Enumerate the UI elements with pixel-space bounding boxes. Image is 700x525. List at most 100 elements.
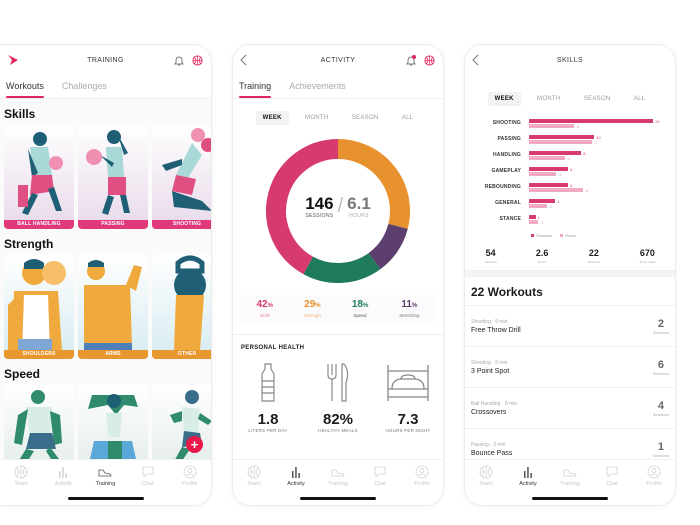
bar-chart-icon (524, 467, 532, 478)
period-month[interactable]: MONTH (537, 96, 561, 102)
bar-value: .4 (566, 155, 571, 161)
health-label: LITERS PER DAY (248, 428, 288, 433)
donut-segment-skills[interactable] (266, 139, 339, 275)
breakdown-skills[interactable]: 42% Skills (256, 299, 272, 318)
breakdown-stretching[interactable]: 11% Stretching (399, 299, 419, 318)
workout-meta: Shooting · 9 min (471, 359, 508, 366)
period-all[interactable]: ALL (401, 115, 414, 121)
app-logo-icon[interactable] (7, 53, 19, 71)
tab-workouts[interactable]: Workouts (6, 75, 44, 98)
tabbar-training[interactable]: Training (320, 465, 356, 505)
workout-item[interactable]: Passing · 3 min Bounce Pass 1 Sessions (465, 428, 675, 459)
hours-bar[interactable] (529, 220, 538, 224)
tabbar-chat[interactable]: Chat (594, 465, 630, 505)
card-speed-2[interactable] (78, 385, 148, 459)
hours-bar[interactable] (529, 140, 592, 144)
personal-health: 1.8 LITERS PER DAY 82% HEALTHY MEALS 7.3… (233, 357, 443, 433)
sessions-bar[interactable] (529, 215, 536, 219)
bar-label: STANCE (499, 216, 521, 222)
tabbar-label: Chat (141, 481, 154, 487)
sessions-bar[interactable] (529, 199, 556, 203)
tabbar-label: Training (328, 481, 348, 487)
card-speed-1[interactable] (4, 385, 74, 459)
card-arms[interactable]: ARMS (78, 255, 148, 359)
sessions-bar[interactable] (529, 183, 569, 187)
tab-achievements[interactable]: Achievements (289, 81, 346, 91)
pct-unit: % (267, 303, 273, 309)
activity-content: WEEK MONTH SEASON ALL 146 SESSIONS / 6.1… (233, 99, 443, 459)
chat-bubble-icon (374, 466, 386, 478)
breakdown-strength[interactable]: 29% Strength (304, 299, 321, 318)
tabbar-chat[interactable]: Chat (362, 465, 398, 505)
bell-icon[interactable] (174, 53, 184, 71)
tabbar-activity[interactable]: Activity (278, 465, 314, 505)
back-icon[interactable] (240, 53, 248, 71)
period-week[interactable]: WEEK (487, 92, 521, 106)
card-label: OTHER (152, 350, 211, 359)
card-ball-handling[interactable]: BALL HANDLING (4, 125, 74, 229)
workout-item[interactable]: Shooting · 9 min Free Throw Drill 2 Sessio… (465, 305, 675, 346)
tabbar-team[interactable]: Team (236, 465, 272, 505)
tabbar-profile[interactable]: Profile (172, 465, 208, 505)
tabbar-training[interactable]: Training (87, 465, 123, 505)
hours-bar[interactable] (529, 156, 565, 160)
tab-training[interactable]: Training (239, 75, 272, 98)
tabbar-activity[interactable]: Activity (510, 465, 546, 505)
sessions-bar[interactable] (529, 135, 595, 139)
period-month[interactable]: MONTH (305, 115, 329, 121)
tabbar-team[interactable]: Team (3, 465, 39, 505)
add-workout-button[interactable]: + (186, 436, 203, 453)
period-week[interactable]: WEEK (255, 111, 289, 125)
card-shoulders[interactable]: SHOULDERS (4, 255, 74, 359)
donut-segment-speed[interactable] (303, 252, 381, 283)
bar-value: 1 (537, 214, 540, 220)
basketball-icon (14, 465, 28, 479)
tabbar-activity[interactable]: Activity (45, 465, 81, 505)
bar-row-rebounding: REBOUNDING 6 .6 (471, 183, 663, 199)
passing-illustration (86, 130, 130, 215)
tabbar-chat[interactable]: Chat (130, 465, 166, 505)
bell-icon[interactable] (406, 53, 416, 71)
hours-bar[interactable] (529, 124, 574, 128)
card-other[interactable]: OTHER (152, 255, 211, 359)
hours-bar[interactable] (529, 204, 547, 208)
workout-categories: Skills BALL HANDLING PASSING SHOOTING St… (0, 99, 211, 459)
sessions-bar[interactable] (529, 167, 569, 171)
card-passing[interactable]: PASSING (78, 125, 148, 229)
bar-chart-icon (59, 467, 68, 478)
breakdown-speed[interactable]: 18% Speed (352, 299, 368, 318)
donut-segment-strength[interactable] (337, 139, 410, 229)
card-shooting[interactable]: SHOOTING (152, 125, 211, 229)
tabbar-label: Activity (519, 481, 537, 487)
workout-item[interactable]: Shooting · 9 min 3 Point Spot 6 Sessions (465, 346, 675, 387)
bar-row-stance: STANCE 1.1 (471, 215, 663, 231)
health-meals[interactable]: 82% HEALTHY MEALS (308, 363, 368, 433)
bar-row-handling: HANDLING 8 .4 (471, 151, 663, 167)
back-icon[interactable] (472, 53, 480, 71)
tabbar-team[interactable]: Team (468, 465, 504, 505)
basketball-icon[interactable] (192, 53, 203, 71)
tabbar-profile[interactable]: Profile (636, 465, 672, 505)
period-season[interactable]: SEASON (583, 96, 611, 102)
donut-segment-stretching[interactable] (368, 223, 408, 270)
tabbar-training[interactable]: Training (552, 465, 588, 505)
tab-challenges[interactable]: Challenges (61, 81, 107, 91)
sessions-bar[interactable] (529, 119, 653, 123)
tabbar-profile[interactable]: Profile (404, 465, 440, 505)
basketball-icon[interactable] (424, 53, 435, 71)
health-water[interactable]: 1.8 LITERS PER DAY (238, 363, 298, 433)
home-indicator (300, 497, 376, 500)
hours-bar[interactable] (529, 188, 583, 192)
hours-bar[interactable] (529, 172, 556, 176)
chart-legend: Sessions Hours (465, 233, 675, 238)
health-sleep[interactable]: 7.3 HOURS PER NIGHT (378, 363, 438, 433)
basketball-icon (247, 465, 261, 479)
period-all[interactable]: ALL (633, 96, 646, 102)
period-season[interactable]: SEASON (351, 115, 379, 121)
donut-svg (266, 139, 410, 283)
sessions-bar[interactable] (529, 151, 582, 155)
section-title-speed: Speed (4, 367, 41, 381)
health-value: 82% (322, 411, 354, 428)
stat-hours: 2.6 Hours (535, 248, 549, 264)
workout-item[interactable]: Ball Handling · 8 min Crossovers 4 Session… (465, 387, 675, 428)
